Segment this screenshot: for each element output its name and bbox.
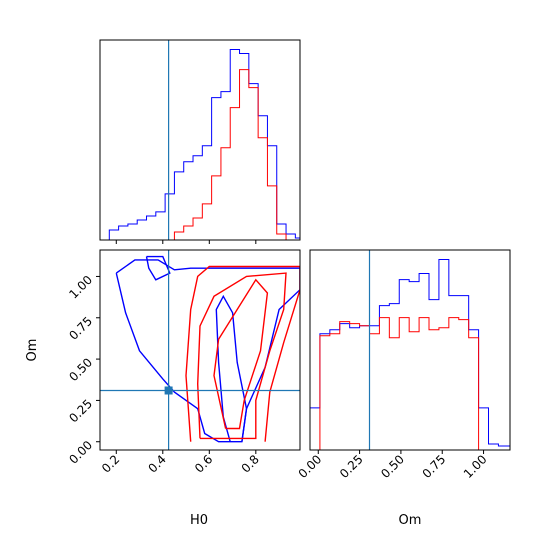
joint-ytick-label: 0.25: [66, 397, 95, 426]
joint-ytick-label: 0.75: [66, 314, 95, 343]
om-hist-xtick-label: 0.25: [337, 452, 366, 481]
contour-0: [145, 255, 171, 281]
h0-hist-series-1: [100, 69, 300, 241]
h0-histogram-panel: [99, 39, 301, 244]
contour-4: [196, 272, 287, 440]
joint-xtick-label: 0.4: [146, 452, 169, 475]
h0-om-joint-panel: 0.2 0.4 0.6 0.8 0.00 0.25 0.50 0.75 1.00: [66, 249, 301, 476]
h0-hist-frame: [99, 39, 301, 241]
om-axis-label: Om: [25, 339, 40, 362]
joint-ytick-label: 0.50: [66, 355, 95, 384]
contour-5: [213, 278, 269, 430]
contour-2: [215, 294, 248, 442]
h0-hist-series-0: [100, 49, 301, 241]
joint-xtick-label: 0.8: [239, 452, 262, 475]
joint-xtick-label: 0.2: [99, 452, 122, 475]
om-hist-xtick-label: 0.75: [420, 452, 449, 481]
h0-axis-label: H0: [190, 513, 208, 528]
contour-3: [185, 265, 300, 442]
om-hist-xtick-label: 1.00: [461, 452, 490, 481]
joint-ytick-label: 0.00: [66, 438, 95, 467]
joint-contours: [115, 255, 300, 443]
om-hist-axis-label: Om: [399, 513, 422, 528]
joint-frame: [99, 249, 301, 451]
om-hist-series-0: [309, 259, 511, 450]
om-hist-series-1: [310, 317, 510, 451]
joint-ytick-label: 1.00: [66, 273, 95, 302]
om-hist-xtick-label: 0.00: [296, 452, 325, 481]
om-hist-xtick-label: 0.50: [378, 452, 407, 481]
joint-truth-marker: [164, 386, 173, 395]
om-hist-frame: [309, 249, 511, 451]
joint-xtick-label: 0.6: [192, 452, 215, 475]
om-histogram-panel: 0.00 0.25 0.50 0.75 1.00: [296, 249, 511, 481]
